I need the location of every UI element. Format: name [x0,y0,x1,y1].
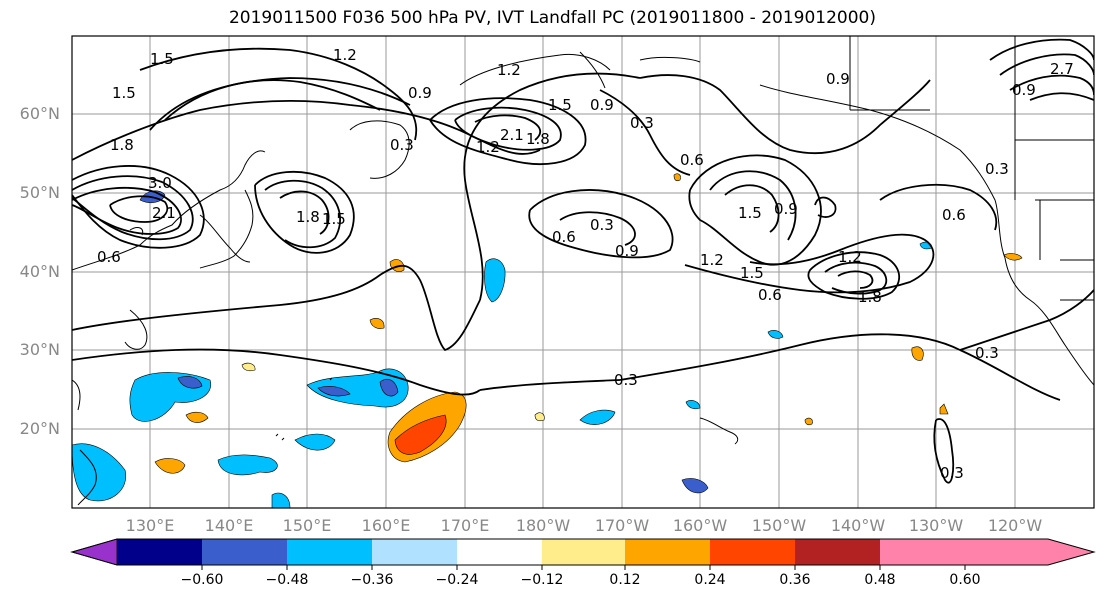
contour-label: 0.6 [942,206,966,224]
contour-label: 0.9 [615,242,639,260]
colorbar-tick-label: −0.36 [350,572,394,588]
lat-label: 50°N [19,183,60,202]
colorbar-extend-min [70,538,118,566]
colorbar-tick-label: 0.48 [864,572,896,588]
colorbar-tick-label: 0.12 [609,572,641,588]
contour-label: 1.8 [526,130,550,148]
contour-label: 0.3 [630,114,654,132]
contour-label: 1.8 [110,136,134,154]
contour-label: 0.6 [552,228,576,246]
contour-label: 1.2 [476,138,500,156]
colorbar-bin [542,539,625,565]
colorbar-tick-label: −0.60 [180,572,224,588]
contour-label: 2.1 [152,204,176,222]
colorbar-bin [795,539,880,565]
colorbar-tick-label: −0.48 [265,572,309,588]
contour-label: 0.3 [590,216,614,234]
map-frame [71,35,1095,509]
lat-label: 20°N [19,419,60,438]
contour-label: 1.5 [150,50,174,68]
contour-label: 0.3 [390,136,414,154]
lon-label: 150°W [751,516,807,535]
contour-label: 0.3 [975,344,999,362]
lat-label: 60°N [19,104,60,123]
colorbar-bin [202,539,287,565]
coastlines [72,36,1094,506]
colorbar-tick-label: −0.12 [520,572,564,588]
ivt-negative-patches [72,190,933,508]
lon-label: 160°W [672,516,728,535]
colorbar-bin [457,539,542,565]
contour-label: 1.2 [497,61,521,79]
graticule [72,36,1094,508]
map-title: 2019011500 F036 500 hPa PV, IVT Landfall… [228,8,876,28]
contour-label: 1.2 [333,46,357,64]
lon-label: 180°W [515,516,571,535]
colorbar-tick-label: −0.24 [435,572,479,588]
contour-label: 3.0 [148,174,172,192]
lon-label: 150°E [282,516,332,535]
lon-label: 170°W [594,516,650,535]
lon-label: 160°E [361,516,411,535]
contour-label: 0.6 [758,286,782,304]
contour-label: 0.6 [680,151,704,169]
colorbar-bin [117,539,202,565]
lat-label: 40°N [19,262,60,281]
lon-label: 130°E [125,516,175,535]
contour-label: 1.5 [322,210,346,228]
lon-label: 140°E [204,516,254,535]
colorbar-extend-max [965,539,1094,565]
contour-label: 2.7 [1050,60,1074,78]
contour-label: 1.5 [112,84,136,102]
colorbar-bin [880,539,965,565]
contour-label: 0.9 [590,96,614,114]
lon-label: 170°E [440,516,490,535]
contour-label: 1.5 [738,204,762,222]
colorbar-tick-label: 0.60 [949,572,981,588]
lat-label: 30°N [19,340,60,359]
lon-label: 130°W [908,516,964,535]
colorbar-bin [372,539,457,565]
contour-label: 1.2 [700,251,724,269]
contour-label: 1.8 [296,208,320,226]
contour-label: 0.9 [408,84,432,102]
colorbar-bin [625,539,710,565]
colorbar-outline [70,538,1096,566]
contour-label: 0.9 [826,70,850,88]
contour-label: 0.6 [97,248,121,266]
contour-label: 1.5 [548,96,572,114]
contour-label: 0.3 [940,464,964,482]
contour-label: 0.3 [614,371,638,389]
colorbar-bin [710,539,795,565]
colorbar-tick-label: 0.36 [779,572,811,588]
contour-label: 2.1 [500,126,524,144]
contour-label: 0.3 [985,160,1009,178]
lon-label: 140°W [830,516,886,535]
ivt-positive-patches [154,173,1023,474]
contour-label: 0.9 [1012,81,1036,99]
contour-label: 1.8 [858,288,882,306]
contour-label: 1.2 [838,248,862,266]
contour-label: 1.5 [740,264,764,282]
colorbar [70,538,1096,570]
contour-label-group: 1.5 1.5 1.2 1.8 3.0 2.1 1.8 1.5 1.2 0.9 … [97,46,1074,482]
lon-label: 120°W [987,516,1043,535]
colorbar-tick-label: 0.24 [694,572,726,588]
pv-contours [72,38,1094,484]
colorbar-bin [287,539,372,565]
contour-label: 0.9 [774,200,798,218]
